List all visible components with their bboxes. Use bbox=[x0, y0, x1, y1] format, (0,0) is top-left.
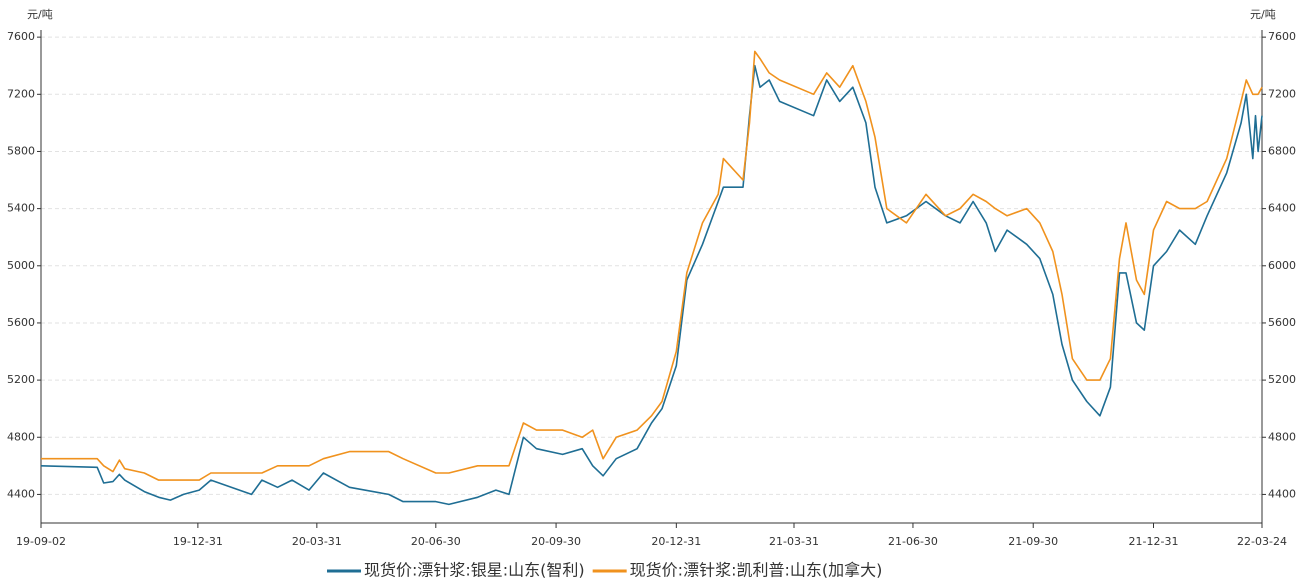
x-tick-label: 20-12-31 bbox=[651, 535, 701, 548]
y-tick-label: 5000 bbox=[7, 259, 35, 272]
x-tick-label: 21-09-30 bbox=[1008, 535, 1058, 548]
x-tick-label: 19-12-31 bbox=[173, 535, 223, 548]
y-unit: 元/吨 bbox=[27, 8, 53, 21]
x-tick-label: 20-06-30 bbox=[411, 535, 461, 548]
x-tick-label: 22-03-24 bbox=[1237, 535, 1287, 548]
y-tick-label: 7200 bbox=[7, 87, 35, 100]
y-tick-label: 7600 bbox=[7, 30, 35, 43]
y2-tick-label: 6400 bbox=[1268, 202, 1296, 215]
y2-tick-label: 7200 bbox=[1268, 87, 1296, 100]
y-tick-label: 5200 bbox=[7, 373, 35, 386]
y-tick-label: 5400 bbox=[7, 202, 35, 215]
y-tick-label: 4400 bbox=[7, 487, 35, 500]
y2-unit: 元/吨 bbox=[1250, 8, 1276, 21]
x-tick-label: 20-03-31 bbox=[292, 535, 342, 548]
y2-tick-label: 5600 bbox=[1268, 316, 1296, 329]
legend-label: 现货价:漂针浆:银星:山东(智利) bbox=[364, 561, 585, 580]
y2-tick-label: 4800 bbox=[1268, 430, 1296, 443]
line-series bbox=[41, 50, 1263, 481]
legend-label: 现货价:漂针浆:凯利普:山东(加拿大) bbox=[630, 561, 883, 580]
line-series bbox=[40, 64, 1263, 506]
y-tick-label: 5800 bbox=[7, 144, 35, 157]
y2-tick-label: 6000 bbox=[1268, 259, 1296, 272]
x-tick-label: 20-09-30 bbox=[531, 535, 581, 548]
y-tick-label: 4800 bbox=[7, 430, 35, 443]
y-tick-label: 5600 bbox=[7, 316, 35, 329]
y2-tick-label: 4400 bbox=[1268, 487, 1296, 500]
x-tick-label: 19-09-02 bbox=[16, 535, 66, 548]
x-tick-label: 21-06-30 bbox=[888, 535, 938, 548]
x-tick-label: 21-12-31 bbox=[1129, 535, 1179, 548]
y2-tick-label: 7600 bbox=[1268, 30, 1296, 43]
y2-tick-label: 6800 bbox=[1268, 144, 1296, 157]
x-tick-label: 21-03-31 bbox=[769, 535, 819, 548]
y2-tick-label: 5200 bbox=[1268, 373, 1296, 386]
